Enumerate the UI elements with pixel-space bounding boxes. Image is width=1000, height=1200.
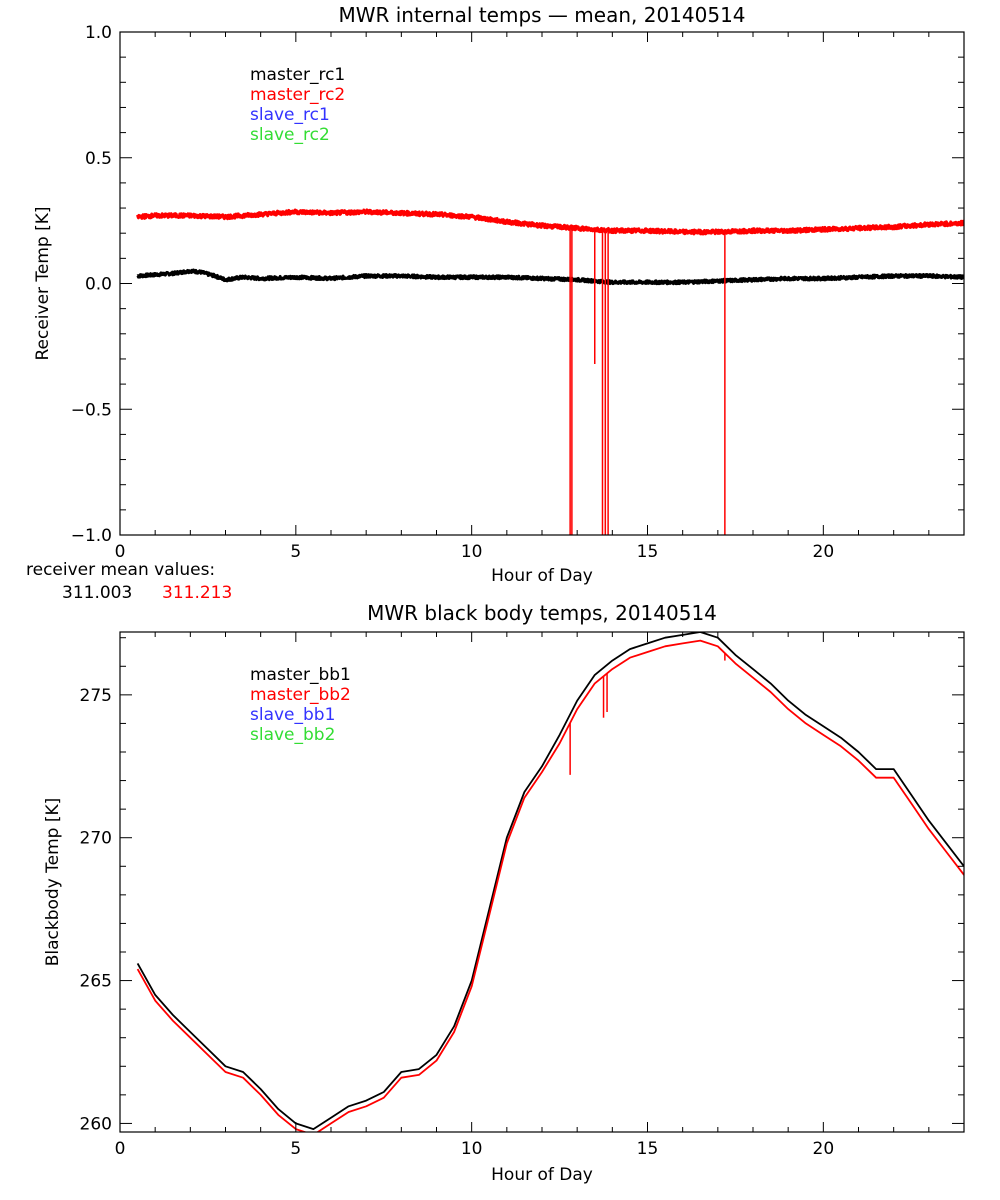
x-axis-label: Hour of Day bbox=[491, 1165, 593, 1185]
y-tick-label: −1.0 bbox=[71, 526, 112, 546]
x-axis-label: Hour of Day bbox=[491, 566, 593, 586]
receiver-mean-value-2: 311.213 bbox=[162, 583, 232, 603]
receiver-mean-value-1: 311.003 bbox=[62, 583, 132, 603]
y-tick-label: 270 bbox=[80, 829, 112, 849]
legend-entry-master_rc2: master_rc2 bbox=[250, 85, 345, 105]
series-line-master_bb1 bbox=[136, 632, 964, 1130]
y-axis-label: Blackbody Temp [K] bbox=[43, 798, 63, 967]
plot-frame bbox=[119, 31, 965, 536]
legend-entry-master_bb1: master_bb1 bbox=[250, 665, 351, 685]
chart-title: MWR black body temps, 20140514 bbox=[367, 601, 717, 625]
legend-entry-slave_rc1: slave_rc1 bbox=[250, 105, 330, 125]
x-tick-label: 10 bbox=[461, 542, 483, 562]
y-tick-label: 0.5 bbox=[85, 149, 112, 169]
x-tick-label: 0 bbox=[115, 1139, 126, 1159]
series-line-master_rc2 bbox=[136, 208, 964, 236]
y-axis-label: Receiver Temp [K] bbox=[33, 206, 53, 360]
series-line-master_bb2 bbox=[136, 639, 964, 1132]
receiver-mean-values-note: receiver mean values: 311.003 311.213 bbox=[26, 560, 232, 603]
receiver-temp-chart: 0 5 10 15 20 −1.0 −0.5 0.0 0.5 1.0 MWR internal te… bbox=[33, 3, 965, 586]
legend-entry-slave_bb2: slave_bb2 bbox=[250, 725, 335, 745]
x-tick-label: 20 bbox=[813, 1139, 835, 1159]
y-tick-label: 265 bbox=[80, 972, 112, 992]
blackbody-temp-chart: 0 5 10 15 20 260 265 270 275 MWR black body temps… bbox=[43, 601, 965, 1185]
y-tick-label: −0.5 bbox=[71, 400, 112, 420]
x-tick-label: 20 bbox=[813, 542, 835, 562]
x-tick-label: 5 bbox=[290, 542, 301, 562]
y-tick-label: 1.0 bbox=[85, 23, 112, 43]
series-line-master_rc1 bbox=[136, 268, 964, 286]
legend-entry-slave_bb1: slave_bb1 bbox=[250, 705, 335, 725]
legend-entry-master_bb2: master_bb2 bbox=[250, 685, 351, 705]
y-tick-label: 0.0 bbox=[85, 275, 112, 295]
plot-frame bbox=[119, 631, 965, 1133]
x-tick-label: 0 bbox=[115, 542, 126, 562]
legend-entry-master_rc1: master_rc1 bbox=[250, 65, 345, 85]
x-tick-label: 15 bbox=[637, 542, 659, 562]
x-tick-label: 15 bbox=[637, 1139, 659, 1159]
y-tick-label: 275 bbox=[80, 686, 112, 706]
legend-entry-slave_rc2: slave_rc2 bbox=[250, 125, 330, 145]
x-tick-label: 10 bbox=[461, 1139, 483, 1159]
x-tick-label: 5 bbox=[290, 1139, 301, 1159]
chart-title: MWR internal temps — mean, 20140514 bbox=[338, 3, 745, 27]
receiver-mean-label: receiver mean values: bbox=[26, 560, 215, 580]
y-tick-label: 260 bbox=[80, 1114, 112, 1134]
